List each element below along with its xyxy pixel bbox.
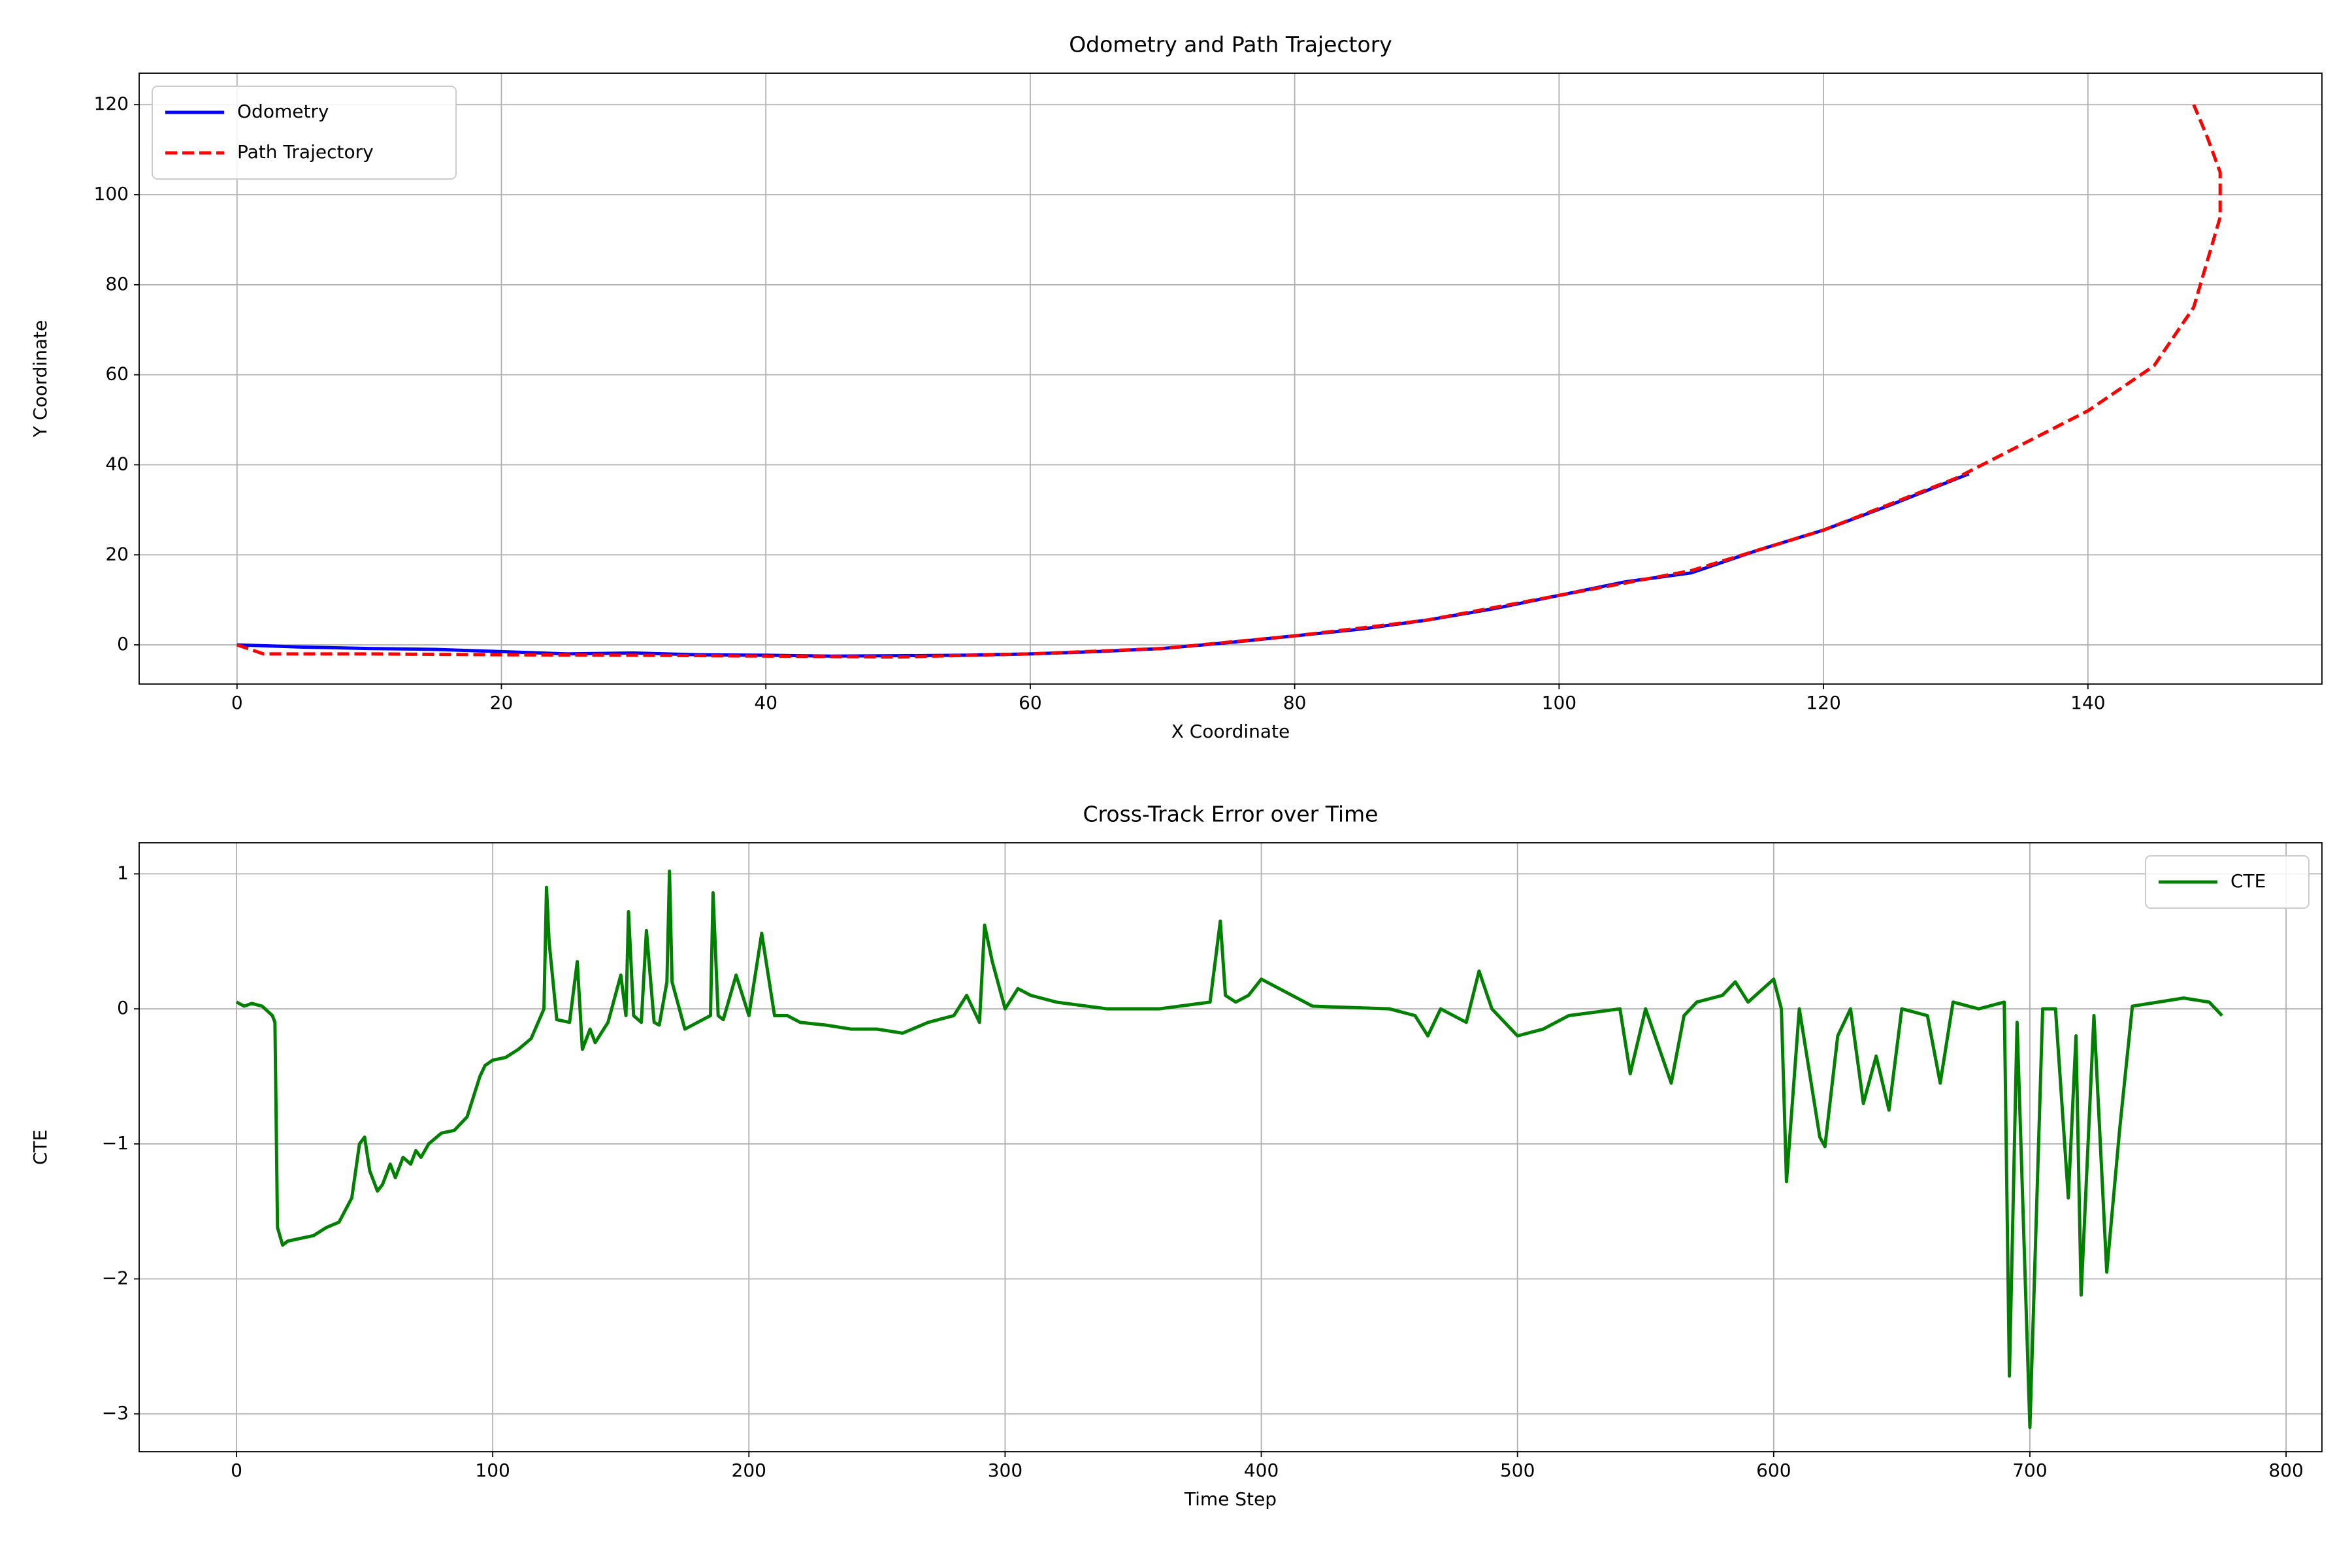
- legend-label: Odometry: [237, 101, 329, 122]
- x-tick-label: 120: [1806, 692, 1840, 713]
- axes-frame: [139, 842, 2323, 1452]
- x-axis-label: Time Step: [1184, 1488, 1277, 1510]
- y-tick-label: 20: [105, 543, 129, 564]
- x-tick-label: 800: [2268, 1460, 2303, 1481]
- chart: 0 20 40 60 80 100 120 140 0 20 40 60 80 100 120 Odometr…: [29, 32, 2323, 742]
- x-tick-label: 80: [1283, 692, 1307, 713]
- y-tick-label: 0: [117, 633, 129, 655]
- x-tick-label: 500: [1500, 1460, 1535, 1481]
- y-tick-label: 60: [105, 363, 129, 385]
- series-line: [235, 869, 2223, 1429]
- y-axis-label: CTE: [29, 1130, 51, 1165]
- x-tick-label: 40: [754, 692, 777, 713]
- chart-title: Cross-Track Error over Time: [1083, 802, 1379, 827]
- x-tick-label: 100: [1542, 692, 1576, 713]
- chart-title: Odometry and Path Trajectory: [1069, 32, 1392, 57]
- x-tick-label: 400: [1244, 1460, 1279, 1481]
- x-axis-label: X Coordinate: [1171, 721, 1290, 742]
- y-tick-label: −1: [102, 1132, 129, 1154]
- y-axis-label: Y Coordinate: [29, 320, 51, 438]
- x-tick-label: 0: [231, 692, 243, 713]
- x-tick-label: 60: [1019, 692, 1042, 713]
- x-tick-label: 700: [2012, 1460, 2047, 1481]
- y-tick-label: 100: [94, 183, 129, 204]
- y-tick-label: 1: [117, 862, 129, 884]
- y-tick-label: −3: [102, 1402, 129, 1424]
- legend-box: [152, 86, 457, 180]
- x-tick-label: 0: [231, 1460, 242, 1481]
- x-tick-label: 140: [2070, 692, 2105, 713]
- chart: 0 100 200 300 400 500 600 700 800 −3 −2 −1 0 1 Cross-T…: [29, 802, 2323, 1510]
- y-tick-label: −2: [102, 1267, 129, 1288]
- y-tick-label: 40: [105, 453, 129, 474]
- legend-label: Path Trajectory: [237, 141, 374, 163]
- plot-area: [139, 73, 2322, 684]
- y-tick-label: 80: [105, 273, 129, 295]
- legend: CTE: [2145, 855, 2310, 909]
- plot-area: [139, 843, 2322, 1452]
- y-tick-label: 120: [94, 93, 129, 114]
- y-tick-label: 0: [117, 997, 129, 1019]
- x-tick-label: 100: [475, 1460, 510, 1481]
- legend-box: [2145, 855, 2310, 909]
- axes-frame: [139, 73, 2323, 685]
- x-tick-label: 600: [1756, 1460, 1791, 1481]
- x-tick-label: 300: [988, 1460, 1022, 1481]
- x-tick-label: 200: [732, 1460, 766, 1481]
- series-line: [236, 104, 2222, 659]
- legend-label: CTE: [2230, 870, 2266, 892]
- legend: Odometry Path Trajectory: [152, 86, 457, 180]
- x-tick-label: 20: [490, 692, 514, 713]
